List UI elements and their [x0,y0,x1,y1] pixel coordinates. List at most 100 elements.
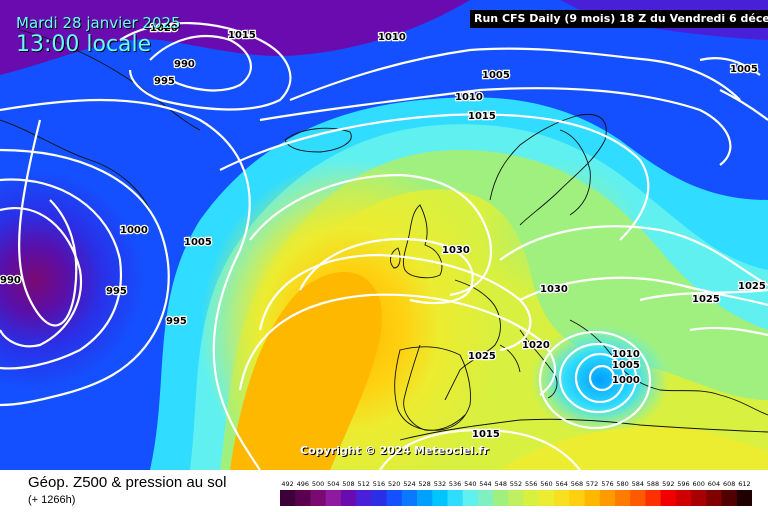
scale-swatch [691,490,707,506]
scale-swatch [340,490,357,506]
isobar [379,428,581,470]
pressure-label: 1005 [482,70,510,81]
scale-swatch [325,490,342,506]
isobar [588,364,616,392]
isobar [639,288,768,302]
scale-label: 524 [403,480,415,488]
pressure-label: 1020 [522,340,550,351]
isobar [558,342,638,414]
copyright-notice: Copyright © 2024 Meteociel.fr [300,444,489,457]
isobar [689,326,768,337]
isobar [0,148,170,407]
weather-map: 1020 1015 1010 990 995 1005 1010 1015 10… [0,0,768,470]
isobar [574,352,626,404]
coast-greenland [0,29,201,211]
pressure-label: 1020 [150,23,178,34]
isobar [149,35,252,92]
isobar [249,173,493,297]
pressure-label: 1010 [378,32,406,43]
pressure-label: 1000 [120,225,148,236]
scale-label: 508 [342,480,354,488]
scale-swatch [356,490,372,506]
coast-iberia [394,346,471,431]
scale-swatch [280,490,296,506]
coast-africa [399,418,768,441]
pressure-label: 1010 [612,349,640,360]
scale-label: 512 [357,480,369,488]
scale-label: 572 [586,480,598,488]
scale-swatch [401,490,418,506]
scale-swatch [477,490,494,506]
field-low-west [0,170,145,390]
forecast-date: Mardi 28 janvier 2025 [16,14,181,32]
scale-swatch [645,490,662,506]
pressure-labels: 1020 1015 1010 990 995 1005 1010 1015 10… [0,22,767,442]
scale-label: 516 [373,480,385,488]
scale-label: 552 [510,480,522,488]
scale-label: 584 [632,480,644,488]
pressure-label: 1025 [692,294,720,305]
scale-swatch [615,490,631,506]
isobars [0,21,768,470]
scale-swatch [675,490,692,506]
scale-label: 492 [281,480,293,488]
pressure-label: 1010 [455,92,483,103]
pressure-label: 1000 [612,375,640,386]
isobar [258,253,532,352]
scale-swatch [493,490,509,506]
pressure-label: 1030 [540,284,568,295]
scale-label: 532 [434,480,446,488]
scale-swatch [371,490,388,506]
pressure-label: 995 [154,76,175,87]
isobar [699,57,768,121]
pressure-label: 1005 [612,360,640,371]
pressure-label: 1015 [472,429,500,440]
isobar [259,87,732,166]
scale-label: 528 [418,480,430,488]
scale-label: 568 [571,480,583,488]
scale-label: 496 [297,480,309,488]
scale-label: 536 [449,480,461,488]
isobar [0,178,122,370]
scale-swatch [554,490,570,506]
pressure-label: 1005 [184,237,212,248]
scale-swatch [417,490,433,506]
isobar [119,21,292,111]
scale-label: 588 [647,480,659,488]
scale-swatch [721,490,738,506]
pressure-label: 1015 [468,111,496,122]
isobar [0,207,83,348]
scale-label: 564 [555,480,567,488]
scale-label: 560 [540,480,552,488]
scale-swatch [538,490,555,506]
scale-label: 556 [525,480,537,488]
pressure-label: 995 [166,316,187,327]
scale-label: 612 [738,480,750,488]
field-trough-north [0,0,470,75]
pressure-label: 1025 [738,281,766,292]
isobar [538,330,652,430]
scale-swatch [660,490,677,506]
color-scale: 492 496 500 504 508 512 516 520 524 528 532 536 540 5… [280,480,752,506]
scale-swatch [569,490,585,506]
scale-swatch [599,490,616,506]
scale-swatch [462,490,479,506]
scale-swatch [706,490,722,506]
scale-label: 596 [677,480,689,488]
pressure-label: 1030 [442,245,470,256]
scale-label: 540 [464,480,476,488]
isobar [499,225,768,286]
scale-swatch [523,490,540,506]
isobar [219,113,650,241]
scale-label: 544 [479,480,491,488]
scale-swatch [310,490,327,506]
isobar [519,276,768,307]
pressure-label: 1005 [730,64,758,75]
scale-swatch [295,490,311,506]
pressure-label: 1025 [468,351,496,362]
field-green-europe [480,160,640,300]
scale-swatch [447,490,464,506]
pressure-label: 990 [0,275,21,286]
scale-label: 500 [312,480,324,488]
